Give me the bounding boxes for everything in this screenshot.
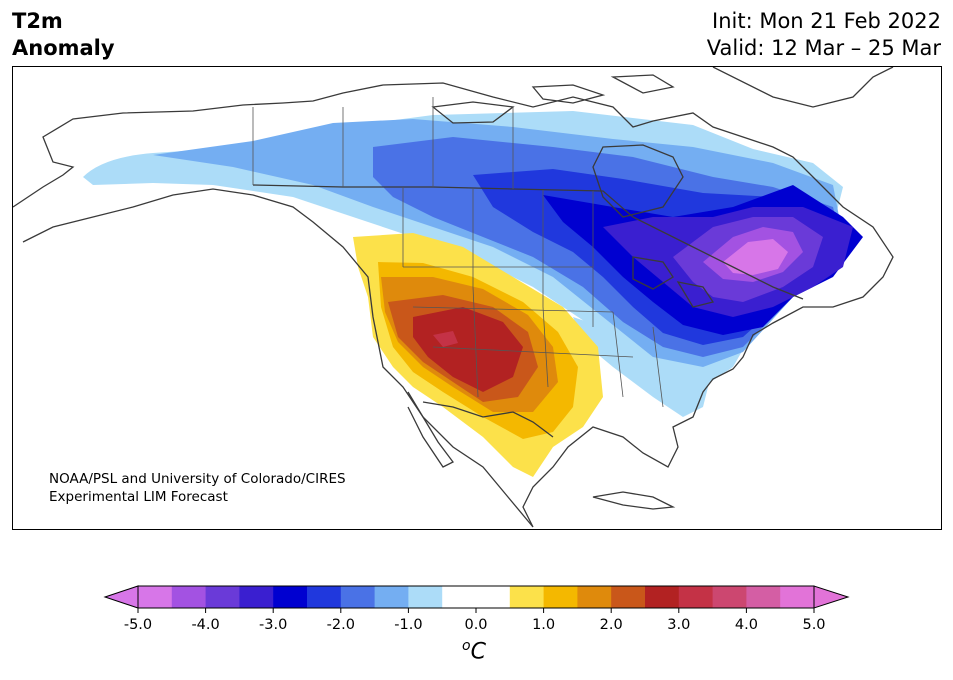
colorbar-segment (374, 586, 409, 608)
canada-us-border (252, 184, 804, 300)
forecast-credit: NOAA/PSL and University of Colorado/CIRE… (49, 470, 346, 506)
colorbar-tick-label: 0.0 (464, 617, 487, 633)
colorbar-over-extension (813, 585, 850, 609)
contour-minus-5 (723, 239, 788, 275)
colorbar: -5.0 -4.0 -3.0 -2.0 -1.0 0.0 1.0 2.0 3.0 4.0 5.0 (103, 585, 850, 633)
great-lakes (632, 256, 715, 308)
colorbar-segment (577, 586, 612, 608)
forecast-dates: Init: Mon 21 Feb 2022 Valid: 12 Mar – 25… (707, 8, 941, 62)
colorbar-segment (273, 586, 308, 608)
province-line (252, 97, 514, 189)
credit-line-2: Experimental LIM Forecast (49, 489, 228, 505)
credit-line-1: NOAA/PSL and University of Colorado/CIRE… (49, 471, 346, 487)
colorbar-segment (171, 586, 207, 608)
colorbar-segment (408, 586, 443, 608)
anomaly-map (13, 67, 894, 528)
colorbar-segment (645, 586, 680, 608)
contour-plus-3 (433, 331, 458, 347)
contour-minus-1-south (573, 317, 713, 417)
us-mexico-border (422, 401, 554, 438)
baja-peninsula (407, 391, 454, 468)
colorbar-tick-label: -5.0 (124, 617, 152, 633)
colorbar-segment (611, 586, 646, 608)
unit-superscript: o (462, 638, 471, 654)
colorbar-segment (307, 586, 342, 608)
north-america-outline (13, 82, 894, 528)
colorbar-tick-label: -3.0 (259, 617, 287, 633)
init-date: Init: Mon 21 Feb 2022 (712, 9, 941, 33)
arctic-islands (431, 74, 675, 124)
colorbar-segment (543, 586, 578, 608)
colorbar-tick-label: 3.0 (667, 617, 690, 633)
colorbar-tick-label: 2.0 (600, 617, 623, 633)
state-lines (252, 97, 664, 408)
colorbar-segment (239, 586, 274, 608)
valid-range: Valid: 12 Mar – 25 Mar (706, 36, 941, 60)
colorbar-segment (138, 586, 173, 608)
colorbar-segment (476, 586, 511, 608)
colorbar-segment (712, 586, 747, 608)
title-anomaly: Anomaly (12, 36, 115, 60)
cuba (592, 491, 676, 510)
colorbar-under-extension (103, 585, 139, 609)
colorbar-segment (340, 586, 376, 608)
colorbar-tick-label: -1.0 (394, 617, 422, 633)
colorbar-tick-label: -4.0 (191, 617, 219, 633)
colorbar-tick-label: -2.0 (327, 617, 355, 633)
greenland-coast (712, 67, 894, 108)
title-variable: T2m (12, 9, 63, 33)
anomaly-contours (83, 111, 863, 477)
map-panel: NOAA/PSL and University of Colorado/CIRE… (12, 66, 942, 530)
map-title: T2m Anomaly (12, 8, 115, 62)
colorbar-tick-label: 4.0 (735, 617, 758, 633)
colorbar-segment (205, 586, 240, 608)
unit-base: C (470, 639, 486, 665)
colorbar-tick-label: 5.0 (802, 617, 825, 633)
state-line (402, 187, 664, 408)
coastlines (13, 67, 894, 528)
colorbar-segment (780, 586, 815, 608)
hudson-bay (592, 144, 684, 218)
colorbar-segment (442, 586, 477, 608)
colorbar-segment (678, 586, 714, 608)
colorbar-segment (746, 586, 781, 608)
colorbar-unit: oC (462, 638, 486, 664)
colorbar-segment (509, 586, 545, 608)
contour-plus-2-5 (413, 307, 523, 392)
colorbar-tick-label: 1.0 (532, 617, 555, 633)
